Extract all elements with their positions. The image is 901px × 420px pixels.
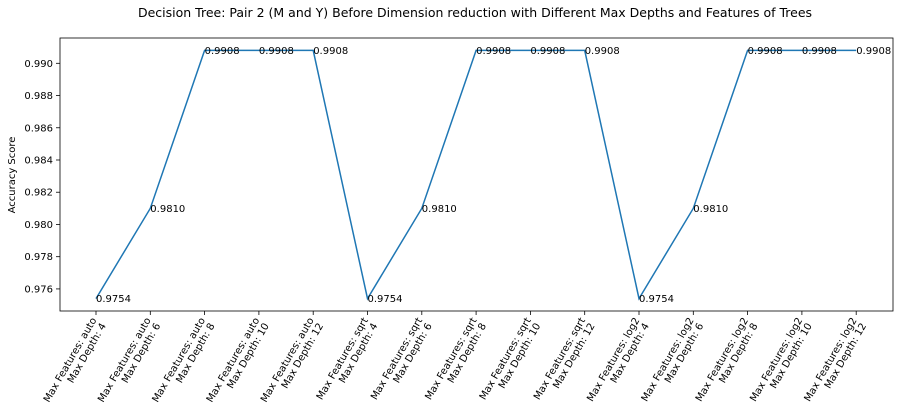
- y-tick-label: 0.978: [24, 252, 53, 263]
- y-tick-label: 0.988: [24, 91, 53, 102]
- data-label: 0.9810: [693, 204, 728, 215]
- data-label: 0.9908: [585, 46, 620, 57]
- y-tick-label: 0.982: [24, 188, 53, 199]
- data-label: 0.9908: [313, 46, 348, 57]
- data-label: 0.9908: [802, 46, 837, 57]
- series-line: [95, 49, 857, 301]
- y-tick-label: 0.976: [24, 284, 53, 295]
- data-label: 0.9908: [476, 46, 511, 57]
- data-label: 0.9810: [150, 204, 185, 215]
- data-labels: 0.9754 0.9810 0.9908 0.9908 0.9908 0.9754 0.98…: [96, 46, 891, 305]
- x-tick-label-line: Max Features: auto: [42, 316, 99, 405]
- data-label: 0.9754: [368, 294, 403, 305]
- y-tick-label: 0.986: [24, 123, 53, 134]
- y-tick-label: 0.990: [24, 59, 53, 70]
- series-layer: [95, 49, 857, 301]
- data-label: 0.9754: [96, 294, 131, 305]
- y-axis-label: Accuracy Score: [7, 137, 18, 214]
- data-label: 0.9754: [639, 294, 674, 305]
- data-label: 0.9908: [748, 46, 783, 57]
- data-label: 0.9908: [856, 46, 891, 57]
- data-label: 0.9810: [422, 204, 457, 215]
- data-label: 0.9908: [205, 46, 240, 57]
- data-label: 0.9908: [530, 46, 565, 57]
- y-tick-label: 0.980: [24, 220, 53, 231]
- plot-frame: [59, 37, 894, 312]
- y-tick-label: 0.984: [24, 155, 53, 166]
- data-label: 0.9908: [259, 46, 294, 57]
- chart-title: Decision Tree: Pair 2 (M and Y) Before D…: [138, 5, 812, 20]
- y-axis: 0.976 0.978 0.980 0.982 0.984 0.986 0.988 0.990: [24, 59, 60, 295]
